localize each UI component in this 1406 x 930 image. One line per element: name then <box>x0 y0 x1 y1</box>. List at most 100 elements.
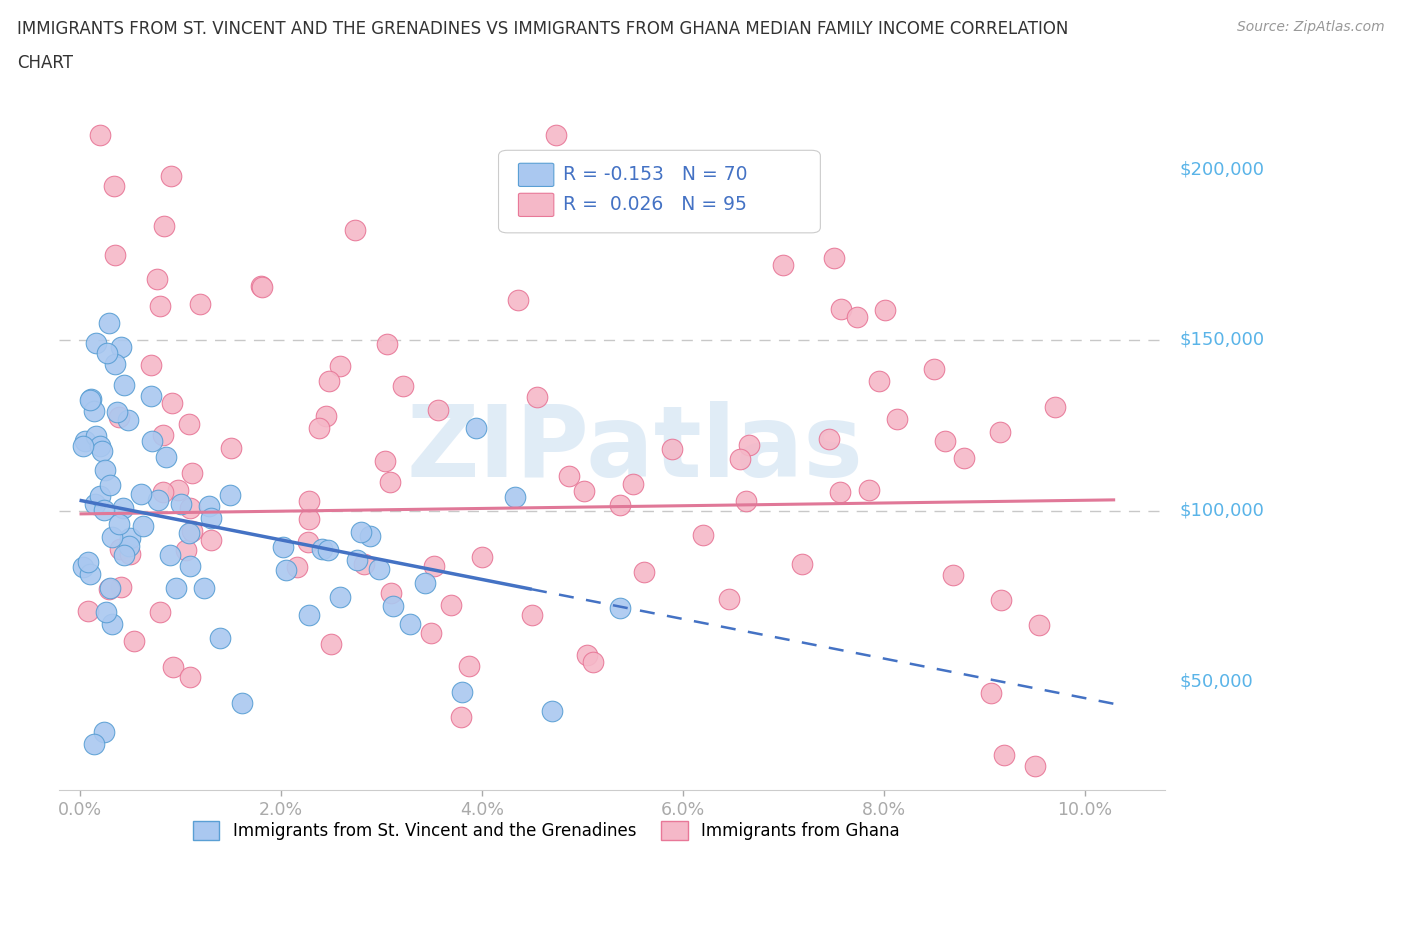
Point <box>464 420 486 435</box>
Point <box>118 531 141 546</box>
Point <box>118 546 141 561</box>
Point <box>346 552 368 567</box>
Point <box>544 127 567 142</box>
Point <box>297 534 319 549</box>
Point <box>93 502 115 517</box>
Point <box>1028 618 1050 632</box>
Point <box>423 559 446 574</box>
Point <box>152 485 174 499</box>
Text: Source: ZipAtlas.com: Source: ZipAtlas.com <box>1237 20 1385 34</box>
Point <box>823 251 845 266</box>
Point <box>285 560 308 575</box>
Point <box>89 488 111 503</box>
Point <box>112 548 135 563</box>
Point <box>591 200 613 215</box>
Point <box>231 695 253 710</box>
Point <box>378 474 401 489</box>
Point <box>873 302 896 317</box>
Point <box>621 477 644 492</box>
Point <box>72 560 94 575</box>
Point <box>990 424 1012 439</box>
Point <box>846 310 869 325</box>
Point <box>148 493 170 508</box>
Text: $200,000: $200,000 <box>1180 160 1264 179</box>
Point <box>141 433 163 448</box>
Point <box>76 603 98 618</box>
Point <box>107 405 129 419</box>
Point <box>155 450 177 465</box>
Point <box>90 444 112 458</box>
Point <box>572 484 595 498</box>
Point <box>728 452 751 467</box>
Text: $100,000: $100,000 <box>1180 501 1264 520</box>
Point <box>139 389 162 404</box>
Point <box>377 337 399 352</box>
Point <box>738 438 761 453</box>
Point <box>316 543 339 558</box>
Text: $50,000: $50,000 <box>1180 672 1253 690</box>
Point <box>114 378 136 392</box>
Point <box>311 541 333 556</box>
Point <box>188 297 211 312</box>
Point <box>129 487 152 502</box>
Point <box>104 356 127 371</box>
Legend: Immigrants from St. Vincent and the Grenadines, Immigrants from Ghana: Immigrants from St. Vincent and the Gren… <box>186 814 907 846</box>
Point <box>170 497 193 512</box>
Point <box>505 490 527 505</box>
Point <box>520 607 543 622</box>
Point <box>112 500 135 515</box>
Point <box>318 374 340 389</box>
Point <box>94 604 117 619</box>
Point <box>94 463 117 478</box>
Point <box>868 374 890 389</box>
Point <box>149 604 172 619</box>
Point <box>179 559 201 574</box>
Point <box>609 498 631 512</box>
Point <box>174 542 197 557</box>
Text: R =  0.026   N = 95: R = 0.026 N = 95 <box>562 195 747 215</box>
Point <box>450 684 472 699</box>
Point <box>420 626 443 641</box>
Point <box>110 541 132 556</box>
Point <box>83 737 105 751</box>
Point <box>122 633 145 648</box>
Point <box>200 533 222 548</box>
Point <box>84 497 107 512</box>
Point <box>108 517 131 532</box>
Point <box>557 469 579 484</box>
FancyBboxPatch shape <box>499 151 820 232</box>
Text: ZIPatlas: ZIPatlas <box>406 401 863 498</box>
Point <box>141 357 163 372</box>
Point <box>633 565 655 579</box>
Point <box>200 511 222 525</box>
Point <box>80 392 103 406</box>
Point <box>98 581 121 596</box>
Text: CHART: CHART <box>17 54 73 72</box>
Point <box>380 585 402 600</box>
Point <box>276 563 298 578</box>
Point <box>328 358 350 373</box>
Point <box>830 485 852 499</box>
FancyBboxPatch shape <box>519 164 554 186</box>
Point <box>734 494 756 509</box>
Point <box>661 442 683 457</box>
Point <box>131 519 153 534</box>
Point <box>193 581 215 596</box>
Point <box>329 590 352 604</box>
Point <box>179 500 201 515</box>
Point <box>582 655 605 670</box>
Point <box>166 483 188 498</box>
Point <box>104 247 127 262</box>
Point <box>103 179 125 193</box>
Point <box>159 547 181 562</box>
Point <box>993 748 1015 763</box>
Point <box>84 428 107 443</box>
Point <box>160 396 183 411</box>
Point <box>980 685 1002 700</box>
Point <box>415 576 437 591</box>
Point <box>219 441 242 456</box>
Point <box>180 524 202 538</box>
Point <box>609 601 631 616</box>
Point <box>319 637 342 652</box>
Point <box>298 608 321 623</box>
